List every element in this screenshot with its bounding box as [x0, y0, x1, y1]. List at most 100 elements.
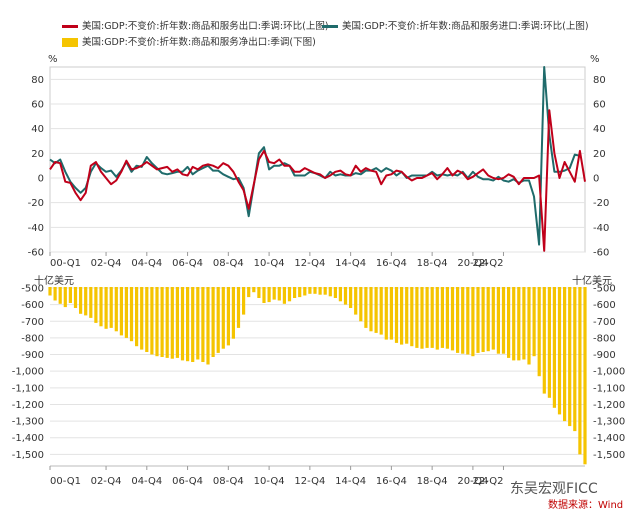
net-export-bar: [430, 287, 434, 348]
net-export-bar: [63, 287, 67, 308]
net-export-bar: [481, 287, 485, 352]
net-export-bar: [542, 287, 546, 394]
net-export-bar: [532, 287, 536, 357]
top-left-unit: %: [48, 54, 58, 65]
net-export-bar: [211, 287, 215, 357]
bottom-right-unit: 十亿美元: [572, 276, 612, 287]
net-export-bar: [547, 287, 551, 398]
net-export-bar: [501, 287, 506, 354]
bottom-x-tick-label: 00-Q1: [50, 476, 81, 487]
bottom-x-tick-label: 22-Q2: [473, 476, 504, 487]
data-source: 数据来源：Wind: [548, 500, 624, 511]
net-export-bar: [389, 287, 393, 340]
net-export-bar: [354, 287, 358, 315]
bottom-left-tick-label: -1,000: [12, 367, 44, 378]
net-export-bar: [400, 287, 404, 345]
top-x-tick-label: 08-Q4: [213, 258, 244, 269]
export-line: [49, 109, 586, 252]
bottom-left-tick-label: -1,500: [12, 450, 44, 461]
bottom-right-tick-label: -1,400: [593, 433, 625, 444]
net-export-bar: [517, 287, 521, 361]
top-left-tick-label: 0: [38, 174, 44, 185]
net-export-bar: [79, 287, 83, 314]
top-left-tick-label: 20: [31, 149, 44, 160]
net-export-bar: [333, 287, 337, 298]
legend-import: 美国:GDP:不变价:折年数:商品和服务进口:季调:环比(上图): [322, 18, 589, 32]
top-right-tick-label: 80: [593, 75, 606, 86]
net-export-bar: [313, 287, 317, 294]
bottom-left-unit: 十亿美元: [34, 276, 74, 287]
bottom-x-tick-label: 12-Q4: [294, 476, 325, 487]
legend-swatch-export: [62, 25, 78, 28]
top-x-tick-label: 04-Q4: [131, 258, 162, 269]
bottom-left-tick-label: -500: [21, 284, 44, 295]
net-export-bar: [415, 287, 419, 348]
net-export-bar: [129, 287, 134, 342]
bottom-left-tick-label: -1,200: [12, 400, 44, 411]
net-export-bar: [104, 287, 108, 329]
bottom-right-tick-label: -1,000: [593, 367, 625, 378]
net-export-bar: [236, 287, 241, 328]
watermark: 东吴宏观FICC: [510, 481, 598, 497]
net-export-bar: [303, 287, 307, 296]
legend-swatch-import: [322, 25, 338, 28]
net-export-bar: [512, 287, 516, 361]
bottom-x-tick-label: 18-Q4: [417, 476, 448, 487]
net-export-bar: [522, 287, 526, 360]
net-export-bar: [73, 287, 78, 308]
legend-import-label: 美国:GDP:不变价:折年数:商品和服务进口:季调:环比(上图): [342, 21, 589, 32]
top-left-tick-label: -20: [28, 198, 44, 209]
net-export-bar: [114, 287, 118, 332]
net-export-bar: [247, 287, 251, 298]
top-right-tick-label: 40: [593, 124, 606, 135]
bottom-right-tick-label: -600: [593, 300, 616, 311]
net-export-bar: [328, 287, 332, 297]
net-export-bar: [252, 287, 256, 293]
top-plot-frame: [49, 66, 586, 253]
top-x-tick-label: 00-Q1: [50, 258, 81, 269]
net-export-bar: [206, 287, 210, 365]
top-x-tick-label: 10-Q4: [254, 258, 285, 269]
net-export-bar: [68, 287, 72, 303]
bottom-x-tick-label: 16-Q4: [376, 476, 407, 487]
legend-net-label: 美国:GDP:不变价:折年数:商品和服务净出口:季调(下图): [82, 37, 316, 48]
net-export-bar: [242, 287, 246, 315]
net-export-bar: [364, 287, 368, 328]
top-left-tick-label: 60: [31, 100, 44, 111]
net-export-bar: [58, 287, 62, 304]
bottom-x-tick-label: 08-Q4: [213, 476, 244, 487]
net-export-bar: [440, 287, 444, 348]
net-export-bar: [456, 287, 460, 353]
import-line: [49, 66, 581, 246]
net-export-bar: [84, 287, 88, 316]
net-export-bar: [568, 287, 572, 427]
net-export-bar: [170, 287, 174, 359]
bottom-left-tick-label: -800: [21, 333, 44, 344]
net-export-bar: [369, 287, 373, 332]
bottom-right-tick-label: -1,200: [593, 400, 625, 411]
net-export-bar: [165, 287, 169, 358]
net-export-bar: [196, 287, 200, 360]
net-export-bar: [466, 287, 470, 355]
net-export-bar: [180, 287, 185, 361]
net-export-bar: [486, 287, 490, 352]
bottom-left-tick-label: -1,300: [12, 417, 44, 428]
top-right-tick-label: 20: [593, 149, 606, 160]
net-export-bar: [53, 287, 57, 301]
bottom-x-tick-label: 10-Q4: [254, 476, 285, 487]
bottom-right-tick-label: -1,100: [593, 383, 625, 394]
bottom-right-tick-label: -800: [593, 333, 616, 344]
net-export-bar: [221, 287, 225, 349]
net-export-bar: [150, 287, 154, 355]
net-export-bar: [267, 287, 271, 303]
net-export-bar: [450, 287, 455, 351]
top-left-tick-label: -40: [28, 223, 44, 234]
net-export-bar: [410, 287, 414, 347]
net-export-bar: [175, 287, 179, 358]
net-export-bar: [119, 287, 123, 336]
net-export-bar: [298, 287, 302, 298]
bottom-x-tick-label: 06-Q4: [172, 476, 203, 487]
top-right-tick-label: 0: [593, 174, 599, 185]
net-export-bar: [343, 287, 348, 305]
bottom-x-tick-label: 20-Q4: [457, 476, 488, 487]
